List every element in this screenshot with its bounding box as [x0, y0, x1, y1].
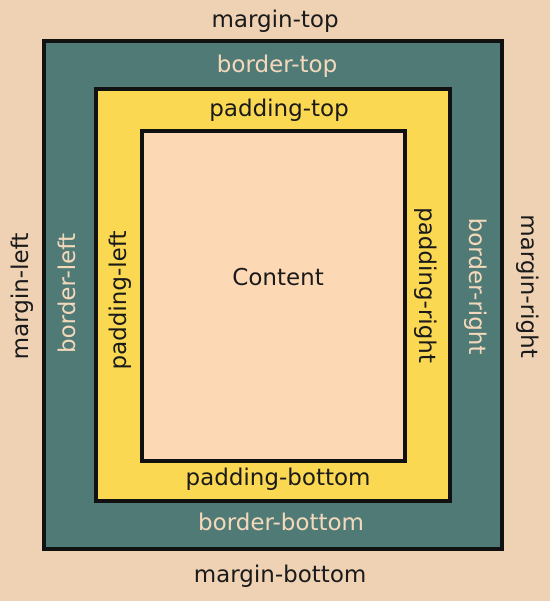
padding-bottom-label: padding-bottom [185, 465, 371, 491]
padding-left-label: padding-left [106, 230, 132, 370]
margin-left-label: margin-left [8, 232, 34, 360]
border-left-label: border-left [55, 232, 81, 354]
border-top-label: border-top [216, 52, 338, 78]
padding-top-label: padding-top [209, 96, 349, 122]
border-right-label: border-right [463, 217, 489, 355]
content-area [140, 129, 407, 463]
margin-top-label: margin-top [211, 7, 339, 33]
padding-right-label: padding-right [413, 207, 439, 363]
margin-bottom-label: margin-bottom [193, 562, 367, 588]
content-label: Content [232, 265, 324, 291]
margin-right-label: margin-right [515, 214, 541, 358]
border-bottom-label: border-bottom [198, 510, 364, 536]
